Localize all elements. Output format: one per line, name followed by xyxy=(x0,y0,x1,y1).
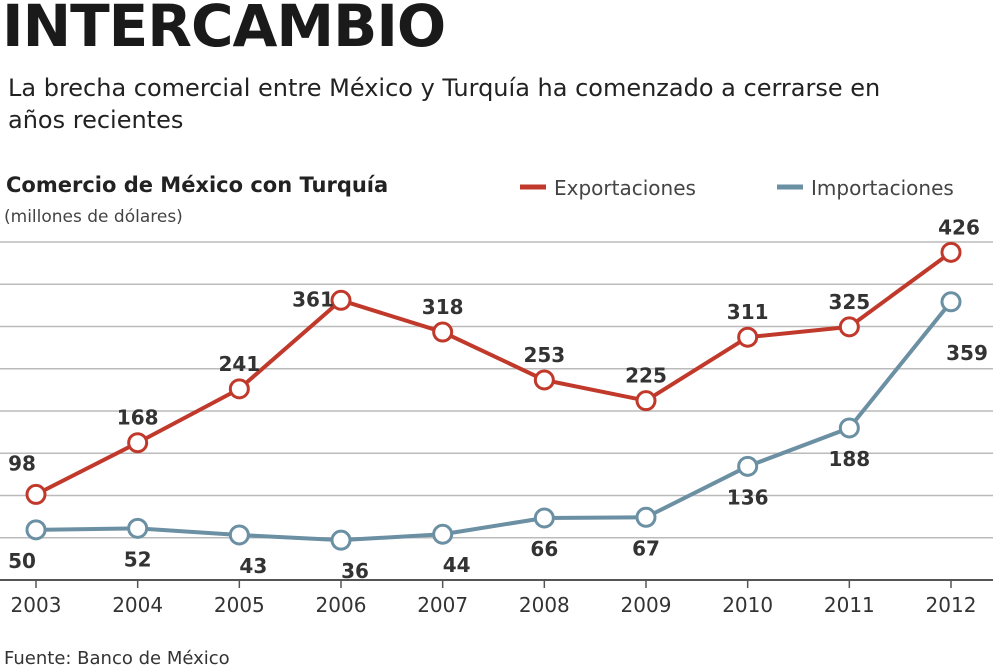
data-point xyxy=(330,529,352,551)
data-point xyxy=(737,326,759,348)
data-point xyxy=(533,507,555,529)
series-line xyxy=(35,250,953,497)
data-label: 311 xyxy=(727,300,769,324)
data-point xyxy=(940,291,962,313)
data-point xyxy=(838,316,860,338)
x-tick-label: 2009 xyxy=(621,593,672,617)
data-label: 168 xyxy=(117,406,159,430)
data-point xyxy=(228,524,250,546)
x-tick-label: 2008 xyxy=(519,593,570,617)
x-tick-label: 2004 xyxy=(112,593,163,617)
legend-label-imports: Importaciones xyxy=(811,176,954,200)
gridlines xyxy=(0,241,993,581)
data-label: 225 xyxy=(625,364,667,388)
data-label: 136 xyxy=(727,485,769,509)
data-label: 426 xyxy=(938,215,980,239)
data-label: 66 xyxy=(530,537,558,561)
series-line xyxy=(35,300,953,543)
x-tick-label: 2010 xyxy=(722,593,773,617)
data-label: 188 xyxy=(828,447,870,471)
series: 98 168 241 361 318 253 225 311 325 426 50 52 43 36 44 6… xyxy=(8,215,988,583)
x-tick-label: 2005 xyxy=(214,593,265,617)
data-label: 98 xyxy=(8,451,36,475)
data-label: 44 xyxy=(443,553,471,577)
data-point xyxy=(228,378,250,400)
data-label: 253 xyxy=(523,343,565,367)
data-point xyxy=(737,455,759,477)
data-point xyxy=(127,432,149,454)
data-label: 361 xyxy=(292,287,334,311)
x-tick-label: 2007 xyxy=(417,593,468,617)
data-label: 36 xyxy=(341,559,369,583)
data-point xyxy=(25,483,47,505)
data-point xyxy=(838,417,860,439)
subtitle: La brecha comercial entre México y Turqu… xyxy=(8,74,881,134)
data-point xyxy=(432,523,454,545)
x-tick-label: 2012 xyxy=(926,593,977,617)
legend: Exportaciones Importaciones xyxy=(520,176,954,200)
y-unit-label: (millones de dólares) xyxy=(4,207,183,227)
source-note: Fuente: Banco de México xyxy=(4,648,230,666)
data-label: 43 xyxy=(239,554,267,578)
data-label: 359 xyxy=(946,341,988,365)
series-exports: 98 168 241 361 318 253 225 311 325 426 xyxy=(8,215,980,505)
data-point xyxy=(635,506,657,528)
headline: INTERCAMBIO xyxy=(2,0,446,60)
data-label: 50 xyxy=(8,549,36,573)
data-point xyxy=(127,517,149,539)
data-point xyxy=(330,289,352,311)
data-point xyxy=(533,369,555,391)
x-tick-label: 2011 xyxy=(824,593,875,617)
legend-label-exports: Exportaciones xyxy=(554,176,696,200)
x-axis: 2003 2004 2005 2006 2007 2008 2009 2010 2011 2012 xyxy=(11,580,977,617)
data-label: 67 xyxy=(632,536,660,560)
data-label: 318 xyxy=(422,295,464,319)
x-tick-label: 2003 xyxy=(11,593,62,617)
data-label: 325 xyxy=(828,290,870,314)
data-label: 241 xyxy=(218,352,260,376)
series-imports: 50 52 43 36 44 66 67 136 188 359 xyxy=(8,291,988,583)
chart-title: Comercio de México con Turquía xyxy=(6,173,388,197)
data-point xyxy=(940,241,962,263)
data-point xyxy=(635,390,657,412)
x-tick-label: 2006 xyxy=(316,593,367,617)
data-label: 52 xyxy=(124,547,152,571)
data-point xyxy=(25,519,47,541)
data-point xyxy=(432,321,454,343)
